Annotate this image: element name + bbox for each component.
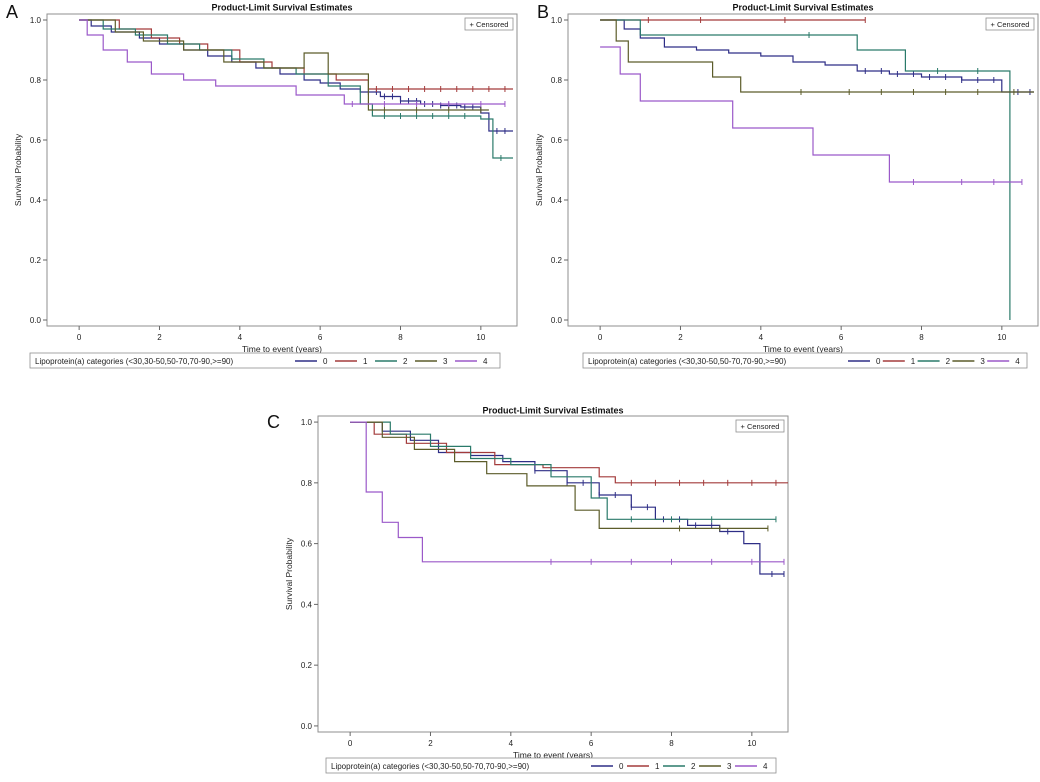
chart-title: Product-Limit Survival Estimates bbox=[732, 2, 873, 12]
y-axis-label: Survival Probability bbox=[13, 133, 23, 206]
legend-title: Lipoprotein(a) categories (<30,30-50,50-… bbox=[35, 357, 233, 366]
x-tick-label: 10 bbox=[476, 333, 485, 342]
legend-box bbox=[582, 352, 1028, 369]
legend-label-0: 0 bbox=[323, 357, 328, 366]
x-axis-label: Time to event (years) bbox=[763, 344, 843, 354]
y-tick-label: 0.6 bbox=[30, 136, 42, 145]
x-tick-label: 4 bbox=[509, 739, 514, 748]
y-axis-label: Survival Probability bbox=[284, 537, 294, 610]
y-tick-label: 0.4 bbox=[551, 196, 563, 205]
legend-label-1: 1 bbox=[911, 357, 916, 366]
legend-box bbox=[325, 757, 777, 774]
x-tick-label: 0 bbox=[598, 333, 603, 342]
y-tick-label: 0.8 bbox=[551, 76, 563, 85]
legend-label-1: 1 bbox=[655, 762, 660, 771]
series-line-4 bbox=[79, 19, 505, 105]
chart-title: Product-Limit Survival Estimates bbox=[482, 405, 623, 415]
legend-label-4: 4 bbox=[763, 762, 768, 771]
y-tick-label: 1.0 bbox=[30, 16, 42, 25]
legend-box bbox=[29, 352, 501, 369]
panel-label: A bbox=[6, 2, 18, 22]
panel-label: C bbox=[267, 412, 280, 432]
y-tick-label: 1.0 bbox=[551, 16, 563, 25]
series-line-4 bbox=[600, 46, 1022, 183]
chart-title: Product-Limit Survival Estimates bbox=[211, 2, 352, 12]
x-tick-label: 6 bbox=[839, 333, 844, 342]
y-tick-label: 0.2 bbox=[551, 256, 563, 265]
y-axis-label: Survival Probability bbox=[534, 133, 544, 206]
censored-key-box bbox=[985, 17, 1035, 31]
series-line-1 bbox=[79, 19, 513, 90]
censored-key-label: + Censored bbox=[741, 422, 780, 431]
legend-label-4: 4 bbox=[1015, 357, 1020, 366]
x-tick-label: 2 bbox=[157, 333, 162, 342]
x-tick-label: 8 bbox=[669, 739, 674, 748]
series-line-0 bbox=[600, 19, 1034, 93]
series-line-2 bbox=[600, 19, 1011, 320]
x-tick-label: 10 bbox=[997, 333, 1006, 342]
y-tick-label: 0.0 bbox=[551, 316, 563, 325]
censored-key-label: + Censored bbox=[991, 20, 1030, 29]
censored-key-label: + Censored bbox=[470, 20, 509, 29]
y-tick-label: 0.4 bbox=[301, 600, 313, 609]
panel-c: C Product-Limit Survival Estimates 0.0 0.2 0… bbox=[267, 405, 789, 774]
x-tick-label: 2 bbox=[678, 333, 683, 342]
x-tick-label: 8 bbox=[398, 333, 403, 342]
x-tick-label: 4 bbox=[238, 333, 243, 342]
legend-label-3: 3 bbox=[727, 762, 732, 771]
panel-a: A Product-Limit Survival Estimates 0.0 0.2 0… bbox=[6, 2, 518, 369]
y-tick-label: 0.8 bbox=[30, 76, 42, 85]
legend-label-3: 3 bbox=[980, 357, 985, 366]
censored-key-box bbox=[735, 419, 785, 433]
legend-title: Lipoprotein(a) categories (<30,30-50,50-… bbox=[331, 762, 529, 771]
legend-label-3: 3 bbox=[443, 357, 448, 366]
x-tick-label: 0 bbox=[77, 333, 82, 342]
y-tick-label: 1.0 bbox=[301, 418, 313, 427]
plot-frame bbox=[46, 13, 518, 327]
y-tick-label: 0.2 bbox=[30, 256, 42, 265]
legend-title: Lipoprotein(a) categories (<30,30-50,50-… bbox=[588, 357, 786, 366]
x-tick-label: 10 bbox=[747, 739, 756, 748]
panel-label: B bbox=[537, 2, 549, 22]
x-axis-label: Time to event (years) bbox=[242, 344, 322, 354]
plot-frame bbox=[317, 415, 789, 733]
legend-label-0: 0 bbox=[876, 357, 881, 366]
series-line-2 bbox=[350, 421, 776, 520]
x-tick-label: 6 bbox=[589, 739, 594, 748]
y-tick-label: 0.4 bbox=[30, 196, 42, 205]
x-tick-label: 8 bbox=[919, 333, 924, 342]
plot-frame bbox=[567, 13, 1039, 327]
y-tick-label: 0.8 bbox=[301, 479, 313, 488]
legend-label-4: 4 bbox=[483, 357, 488, 366]
y-tick-label: 0.2 bbox=[301, 661, 313, 670]
legend-label-2: 2 bbox=[403, 357, 408, 366]
y-tick-label: 0.0 bbox=[30, 316, 42, 325]
legend-label-2: 2 bbox=[946, 357, 951, 366]
censored-key-box bbox=[464, 17, 514, 31]
y-tick-label: 0.6 bbox=[551, 136, 563, 145]
legend-label-1: 1 bbox=[363, 357, 368, 366]
panel-b: B Product-Limit Survival Estimates 0.0 0.2 0… bbox=[534, 2, 1039, 369]
series-line-3 bbox=[600, 19, 1034, 93]
series-line-3 bbox=[350, 421, 768, 529]
x-tick-label: 6 bbox=[318, 333, 323, 342]
y-tick-label: 0.0 bbox=[301, 722, 313, 731]
x-tick-label: 0 bbox=[348, 739, 353, 748]
x-tick-label: 4 bbox=[759, 333, 764, 342]
legend-label-2: 2 bbox=[691, 762, 696, 771]
legend-label-0: 0 bbox=[619, 762, 624, 771]
x-axis-label: Time to event (years) bbox=[513, 750, 593, 760]
y-tick-label: 0.6 bbox=[301, 540, 313, 549]
series-line-4 bbox=[350, 421, 784, 563]
x-tick-label: 2 bbox=[428, 739, 433, 748]
series-line-3 bbox=[79, 19, 489, 111]
